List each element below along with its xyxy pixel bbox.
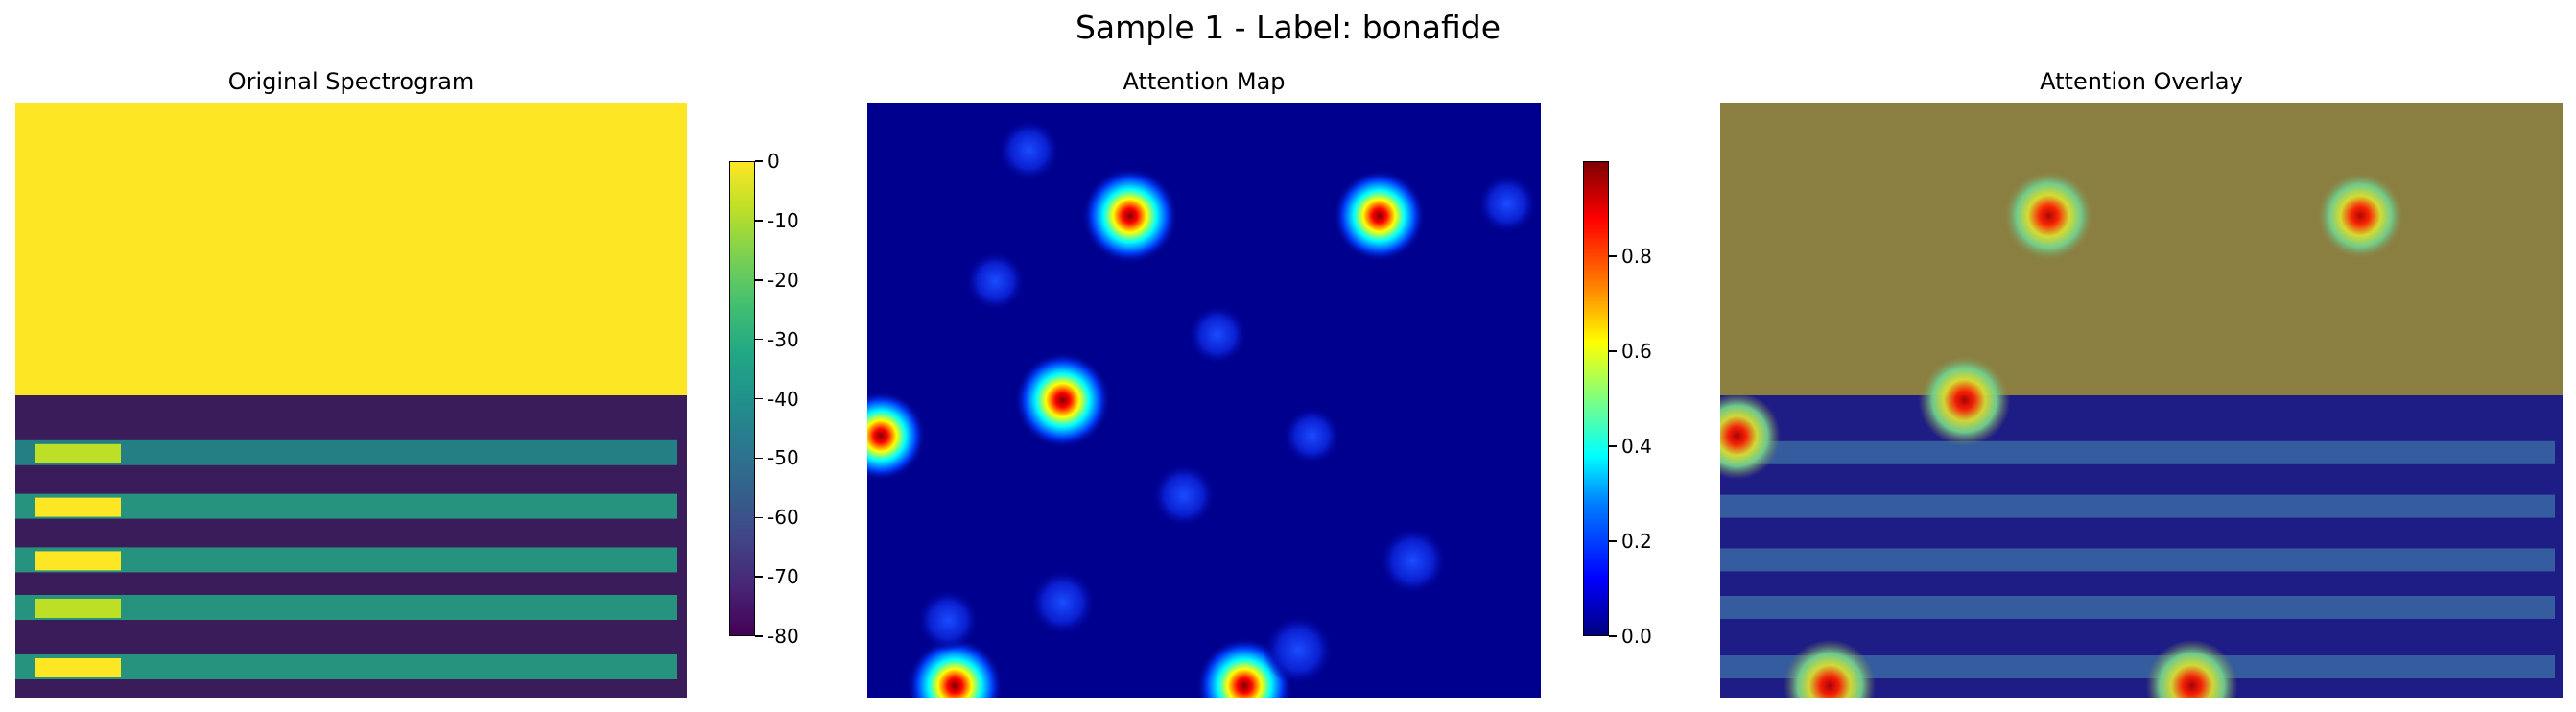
- harmonic-onset-1: [35, 497, 121, 517]
- spectrogram-colorbar-tick-2: [755, 279, 763, 281]
- attention-hotspot-10: [916, 589, 980, 652]
- attention-hotspot-0: [1081, 167, 1178, 264]
- harmonic-band-0: [15, 439, 677, 465]
- spectrogram-colorbar-tick-label-7: -70: [768, 565, 799, 589]
- harmonic-onset-0: [35, 443, 121, 463]
- overlay-hotspot-4: [1784, 639, 1877, 698]
- overlay-band-0: [1720, 440, 2555, 464]
- attention-hotspot-15: [1283, 407, 1341, 465]
- overlay-hotspot-5: [2145, 639, 2238, 698]
- overlay-band-2: [1720, 548, 2555, 572]
- attention-map-title: Attention Map: [1123, 68, 1286, 95]
- spectrogram-colorbar-tick-label-4: -40: [768, 387, 799, 411]
- attention-colorbar-tick-label-3: 0.6: [1621, 340, 1652, 363]
- attention-hotspot-9: [1028, 569, 1097, 636]
- attention-hotspot-11: [998, 119, 1060, 181]
- attention-colorbar-tick-0: [1609, 635, 1617, 637]
- attention-colorbar-tick-label-4: 0.8: [1621, 245, 1652, 268]
- spectrogram-colorbar-tick-label-2: -20: [768, 268, 799, 292]
- overlay-band-1: [1720, 494, 2555, 518]
- spectrogram-colorbar-tick-3: [755, 338, 763, 341]
- harmonic-onset-4: [35, 658, 121, 677]
- spectrogram-colorbar-tick-7: [755, 576, 763, 578]
- spectrogram-colorbar-tick-1: [755, 220, 763, 222]
- spectrogram-colorbar-tick-0: [755, 160, 763, 162]
- attention-colorbar-tick-label-2: 0.4: [1621, 435, 1652, 458]
- spectrogram-colorbar-tick-5: [755, 457, 763, 460]
- attention-colorbar: [1583, 161, 1609, 636]
- overlay-band-3: [1720, 596, 2555, 619]
- attention-colorbar-tick-4: [1609, 255, 1617, 257]
- attention-map-image: [867, 103, 1541, 698]
- attention-colorbar-tick-label-1: 0.2: [1621, 530, 1652, 553]
- figure-suptitle: Sample 1 - Label: bonafide: [1075, 9, 1501, 46]
- overlay-hotspot-1: [2316, 171, 2405, 260]
- spectrogram-colorbar-tick-8: [755, 635, 763, 637]
- attention-colorbar-tick-2: [1609, 445, 1617, 447]
- attention-hotspot-14: [1187, 304, 1248, 366]
- harmonic-band-3: [15, 595, 677, 620]
- overlay-hotspot-0: [2002, 169, 2095, 262]
- spectrogram-colorbar-tick-4: [755, 397, 763, 400]
- attention-hotspot-6: [1263, 614, 1335, 686]
- harmonic-onset-3: [35, 599, 121, 618]
- spectrogram-colorbar-tick-label-3: -30: [768, 327, 799, 351]
- overlay-hotspot-3: [1720, 392, 1781, 480]
- spectrogram-colorbar-tick-label-8: -80: [768, 625, 799, 648]
- spectrogram-colorbar-tick-label-6: -60: [768, 506, 799, 530]
- attention-colorbar-tick-1: [1609, 540, 1617, 542]
- attention-hotspot-2: [1014, 352, 1111, 448]
- attention-colorbar-tick-3: [1609, 350, 1617, 352]
- harmonic-band-2: [15, 547, 677, 573]
- harmonic-band-1: [15, 493, 677, 519]
- spectrogram-colorbar-tick-6: [755, 516, 763, 518]
- attention-hotspot-3: [867, 391, 926, 481]
- spectrogram-colorbar-tick-label-5: -50: [768, 446, 799, 470]
- attention-overlay-title: Attention Overlay: [2040, 68, 2243, 95]
- overlay-hotspot-2: [1918, 354, 2011, 446]
- harmonic-band-4: [15, 654, 677, 679]
- harmonic-onset-2: [35, 551, 121, 571]
- overlay-upper-region: [1720, 103, 2563, 395]
- spectrogram-upper-region: [15, 103, 687, 395]
- spectrogram-colorbar-tick-label-1: -10: [768, 208, 799, 232]
- attention-hotspot-4: [907, 637, 1004, 698]
- attention-hotspot-7: [1378, 526, 1448, 596]
- attention-overlay-image: [1720, 103, 2563, 698]
- spectrogram-image: [15, 103, 687, 698]
- spectrogram-colorbar: [729, 161, 755, 636]
- attention-hotspot-8: [1151, 463, 1217, 528]
- attention-hotspot-1: [1333, 170, 1426, 262]
- spectrogram-title: Original Spectrogram: [227, 68, 475, 95]
- attention-hotspot-12: [965, 250, 1026, 312]
- attention-hotspot-13: [1477, 174, 1538, 234]
- spectrogram-colorbar-tick-label-0: 0: [768, 150, 780, 173]
- attention-colorbar-tick-label-0: 0.0: [1621, 625, 1652, 648]
